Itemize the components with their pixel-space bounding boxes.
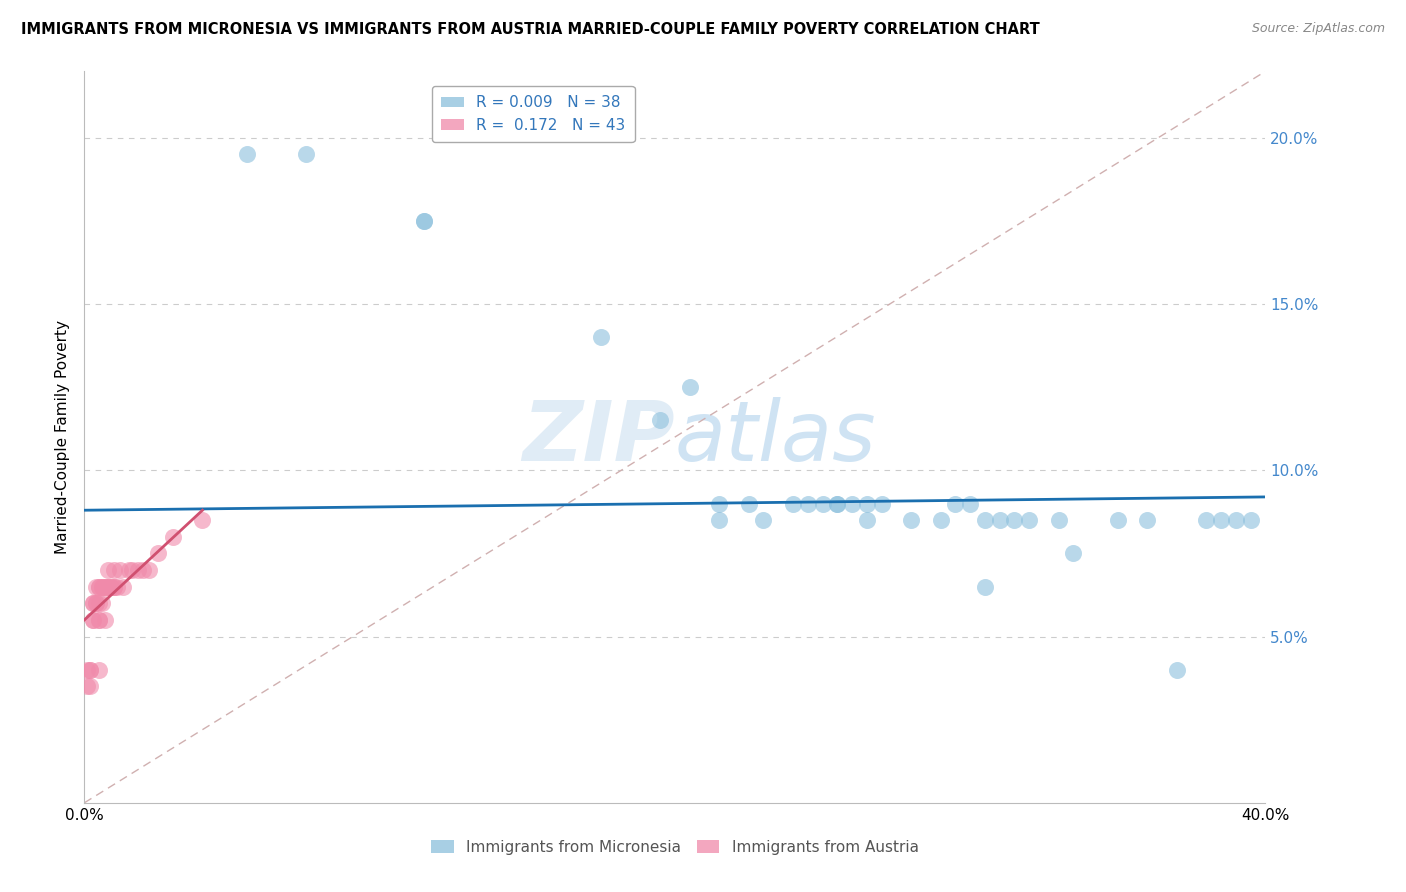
- Point: [811, 497, 834, 511]
- Text: Source: ZipAtlas.com: Source: ZipAtlas.com: [1251, 22, 1385, 36]
- Point: [100, 580, 122, 594]
- Point: [87, 580, 111, 594]
- Point: [1211, 513, 1233, 527]
- Point: [138, 563, 160, 577]
- Point: [82, 596, 104, 610]
- Point: [1018, 513, 1040, 527]
- Point: [103, 580, 125, 594]
- Point: [87, 613, 111, 627]
- Point: [84, 580, 107, 594]
- Point: [1195, 513, 1218, 527]
- Point: [738, 497, 761, 511]
- Point: [97, 580, 120, 594]
- Point: [94, 613, 117, 627]
- Point: [782, 497, 804, 511]
- Legend: Immigrants from Micronesia, Immigrants from Austria: Immigrants from Micronesia, Immigrants f…: [425, 834, 925, 861]
- Point: [87, 663, 111, 677]
- Point: [1107, 513, 1129, 527]
- Point: [94, 580, 117, 594]
- Point: [1063, 546, 1085, 560]
- Point: [87, 580, 111, 594]
- Point: [97, 563, 120, 577]
- Point: [91, 580, 114, 594]
- Point: [1004, 513, 1026, 527]
- Point: [108, 563, 131, 577]
- Text: ZIP: ZIP: [522, 397, 675, 477]
- Point: [295, 147, 318, 161]
- Point: [87, 596, 111, 610]
- Point: [709, 513, 731, 527]
- Point: [79, 680, 101, 694]
- Point: [797, 497, 820, 511]
- Y-axis label: Married-Couple Family Poverty: Married-Couple Family Poverty: [55, 320, 70, 554]
- Point: [121, 563, 143, 577]
- Point: [591, 330, 613, 344]
- Point: [118, 563, 141, 577]
- Point: [870, 497, 893, 511]
- Point: [100, 580, 122, 594]
- Point: [105, 580, 128, 594]
- Point: [162, 530, 184, 544]
- Point: [132, 563, 155, 577]
- Point: [103, 563, 125, 577]
- Point: [148, 546, 170, 560]
- Point: [111, 580, 134, 594]
- Point: [679, 380, 702, 394]
- Point: [974, 513, 997, 527]
- Point: [1136, 513, 1159, 527]
- Point: [900, 513, 922, 527]
- Point: [84, 596, 107, 610]
- Point: [827, 497, 849, 511]
- Point: [91, 580, 114, 594]
- Point: [1240, 513, 1263, 527]
- Point: [827, 497, 849, 511]
- Point: [79, 663, 101, 677]
- Point: [87, 613, 111, 627]
- Point: [191, 513, 214, 527]
- Point: [236, 147, 259, 161]
- Point: [103, 580, 125, 594]
- Point: [413, 214, 436, 228]
- Text: atlas: atlas: [675, 397, 876, 477]
- Point: [959, 497, 981, 511]
- Point: [988, 513, 1011, 527]
- Point: [1225, 513, 1247, 527]
- Point: [856, 513, 879, 527]
- Point: [650, 413, 672, 427]
- Point: [84, 596, 107, 610]
- Text: IMMIGRANTS FROM MICRONESIA VS IMMIGRANTS FROM AUSTRIA MARRIED-COUPLE FAMILY POVE: IMMIGRANTS FROM MICRONESIA VS IMMIGRANTS…: [21, 22, 1040, 37]
- Point: [709, 497, 731, 511]
- Point: [856, 497, 879, 511]
- Point: [1166, 663, 1188, 677]
- Point: [82, 613, 104, 627]
- Point: [752, 513, 775, 527]
- Point: [82, 613, 104, 627]
- Point: [127, 563, 149, 577]
- Point: [413, 214, 436, 228]
- Point: [1047, 513, 1070, 527]
- Point: [945, 497, 967, 511]
- Point: [76, 680, 98, 694]
- Point: [79, 663, 101, 677]
- Point: [974, 580, 997, 594]
- Point: [76, 663, 98, 677]
- Point: [841, 497, 863, 511]
- Point: [94, 580, 117, 594]
- Point: [91, 596, 114, 610]
- Point: [97, 580, 120, 594]
- Point: [929, 513, 952, 527]
- Point: [82, 596, 104, 610]
